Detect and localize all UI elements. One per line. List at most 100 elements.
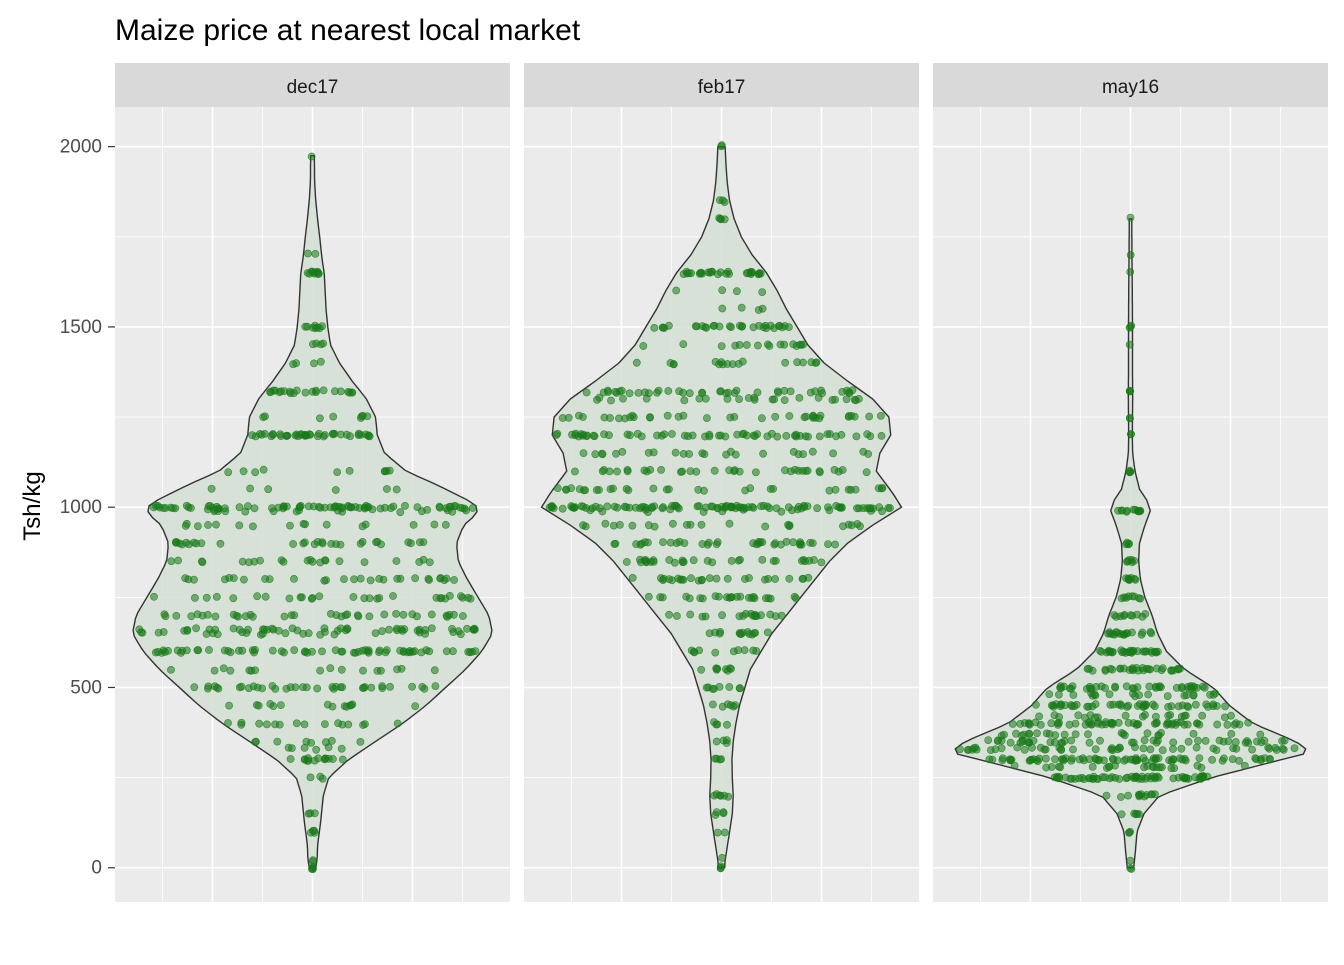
data-point [226, 666, 235, 675]
data-point [553, 484, 562, 492]
data-point [251, 468, 260, 477]
data-point [785, 412, 794, 420]
data-point [229, 624, 238, 633]
data-point [235, 503, 244, 512]
data-point [1025, 738, 1034, 747]
data-point [1040, 745, 1049, 754]
data-point [736, 684, 744, 693]
data-point [420, 684, 429, 693]
data-point [286, 683, 295, 691]
data-point [771, 412, 780, 421]
data-point [781, 358, 790, 367]
data-point [1223, 720, 1232, 729]
data-point [445, 611, 454, 619]
data-point [1036, 721, 1045, 729]
facet-panel-may16: may16 [933, 63, 1328, 902]
data-point [327, 737, 336, 745]
data-point [755, 270, 763, 278]
data-point [634, 388, 643, 397]
data-point [1203, 772, 1212, 781]
data-point [366, 576, 375, 585]
data-point [1123, 557, 1132, 566]
data-point [181, 574, 190, 583]
data-point [471, 647, 480, 655]
data-point [337, 744, 346, 753]
facet-strip-label: may16 [1102, 77, 1159, 98]
data-point [1164, 711, 1173, 720]
data-point [283, 431, 292, 440]
data-point [259, 625, 267, 634]
data-point [1105, 762, 1113, 771]
data-point [771, 539, 780, 548]
data-point [301, 322, 310, 331]
data-point [238, 557, 247, 566]
data-point [299, 520, 308, 528]
data-point [698, 322, 707, 330]
data-point [625, 389, 634, 398]
data-point [419, 538, 428, 546]
data-point [301, 388, 310, 397]
data-point [786, 387, 795, 396]
data-point [1104, 629, 1112, 638]
data-point [733, 287, 741, 296]
data-point [691, 322, 700, 331]
data-point [307, 594, 316, 603]
data-point [1128, 738, 1136, 747]
data-point [435, 502, 444, 511]
data-point [251, 646, 259, 654]
data-point [202, 593, 211, 602]
data-point [1256, 730, 1265, 739]
data-point [303, 648, 312, 657]
data-point [285, 594, 294, 603]
data-point [593, 395, 601, 404]
data-point [1057, 739, 1066, 747]
data-point [792, 430, 800, 439]
data-point [190, 594, 199, 602]
data-point [623, 430, 632, 439]
data-point [628, 521, 637, 530]
data-point [1241, 738, 1250, 747]
data-point [267, 504, 276, 512]
data-point [723, 666, 732, 675]
data-point [360, 558, 369, 566]
data-point [677, 468, 685, 476]
data-point [326, 503, 335, 512]
data-point [1053, 719, 1062, 728]
data-point [331, 486, 340, 494]
data-point [354, 429, 363, 438]
data-point [300, 538, 309, 547]
data-point [431, 682, 440, 690]
data-point [749, 593, 758, 601]
data-point [1221, 713, 1229, 722]
data-point [715, 629, 724, 638]
data-point [375, 648, 383, 656]
data-point [378, 627, 386, 635]
data-point [864, 450, 873, 458]
facet-strip [524, 63, 919, 107]
data-point [246, 610, 255, 619]
data-point [796, 340, 804, 349]
data-point [1143, 729, 1152, 738]
data-point [689, 647, 698, 656]
data-point [379, 575, 388, 584]
data-point [988, 755, 997, 764]
data-point [315, 414, 324, 423]
data-point [1133, 720, 1141, 728]
data-point [1212, 746, 1221, 754]
y-tick-label: 2000 [60, 137, 102, 158]
data-point [712, 574, 721, 583]
data-point [424, 575, 433, 583]
data-point [717, 215, 725, 224]
data-point [174, 556, 182, 565]
data-point [246, 484, 254, 493]
data-point [290, 575, 298, 583]
data-point [737, 630, 745, 638]
data-point [762, 324, 771, 333]
data-point [214, 504, 223, 513]
data-point [815, 467, 824, 476]
data-point [1189, 730, 1198, 738]
data-point [397, 664, 406, 673]
data-point [600, 466, 608, 474]
data-point [311, 249, 320, 258]
